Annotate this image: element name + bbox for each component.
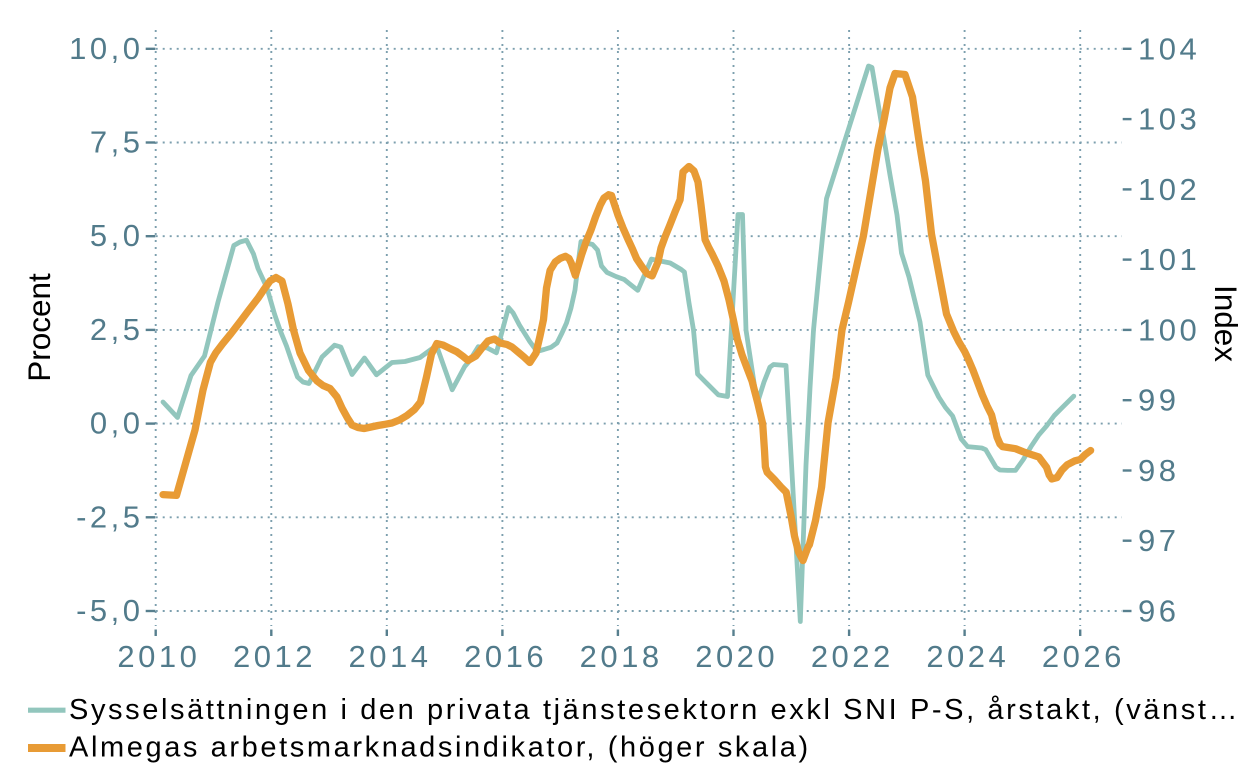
svg-text:2018: 2018 <box>580 639 663 674</box>
svg-text:96: 96 <box>1138 594 1179 629</box>
svg-text:101: 101 <box>1138 242 1200 277</box>
svg-text:-5,0: -5,0 <box>76 593 143 628</box>
svg-text:2010: 2010 <box>117 639 200 674</box>
svg-text:2012: 2012 <box>233 639 316 674</box>
svg-text:10,0: 10,0 <box>69 31 143 66</box>
svg-text:99: 99 <box>1138 383 1179 418</box>
svg-text:2016: 2016 <box>464 639 547 674</box>
svg-text:2014: 2014 <box>349 639 432 674</box>
svg-text:100: 100 <box>1138 312 1200 347</box>
svg-text:102: 102 <box>1138 172 1200 207</box>
svg-text:-2,5: -2,5 <box>76 499 143 534</box>
svg-text:0,0: 0,0 <box>90 406 144 441</box>
svg-text:103: 103 <box>1138 102 1200 137</box>
svg-text:Sysselsättningen i den privata: Sysselsättningen i den privata tjänstese… <box>69 694 1240 726</box>
svg-text:98: 98 <box>1138 453 1179 488</box>
svg-text:2022: 2022 <box>811 639 894 674</box>
svg-text:7,5: 7,5 <box>90 125 144 160</box>
svg-text:5,0: 5,0 <box>90 218 144 253</box>
svg-text:2024: 2024 <box>926 639 1009 674</box>
svg-text:Almegas arbetsmarknadsindikato: Almegas arbetsmarknadsindikator, (höger … <box>69 732 811 764</box>
svg-text:2020: 2020 <box>695 639 778 674</box>
svg-text:2,5: 2,5 <box>90 312 144 347</box>
svg-text:97: 97 <box>1138 523 1179 558</box>
svg-text:Procent: Procent <box>21 273 57 382</box>
svg-text:104: 104 <box>1138 31 1200 66</box>
svg-text:2026: 2026 <box>1042 639 1125 674</box>
svg-text:Index: Index <box>1208 285 1244 362</box>
